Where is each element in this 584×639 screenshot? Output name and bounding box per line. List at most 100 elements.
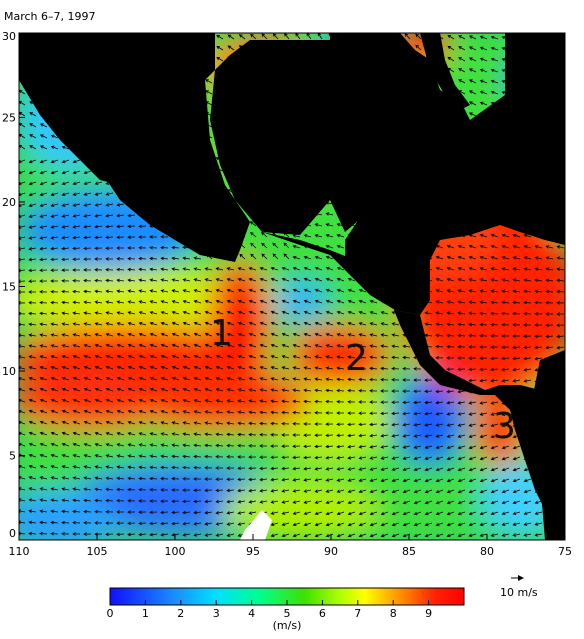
wind-vector bbox=[39, 214, 48, 218]
wind-vector bbox=[127, 224, 136, 229]
wind-vector bbox=[490, 423, 499, 427]
wind-vector bbox=[127, 387, 136, 392]
wind-vector bbox=[72, 420, 81, 425]
wind-vector bbox=[479, 101, 488, 106]
wind-vector bbox=[380, 389, 388, 393]
wind-vector bbox=[94, 333, 103, 337]
wind-vector bbox=[193, 343, 202, 348]
wind-vector bbox=[193, 521, 202, 526]
wind-vector bbox=[347, 489, 356, 493]
wind-vector bbox=[94, 498, 103, 503]
wind-vector bbox=[501, 278, 510, 282]
wind-vector bbox=[435, 489, 444, 494]
wind-vector bbox=[380, 333, 389, 337]
wind-vector bbox=[479, 334, 488, 338]
wind-vector bbox=[347, 388, 356, 393]
wind-vector bbox=[83, 465, 92, 469]
wind-vector bbox=[556, 345, 565, 350]
wind-vector bbox=[292, 377, 301, 381]
wind-vector bbox=[237, 377, 246, 381]
wind-vector bbox=[94, 343, 103, 348]
wind-vector bbox=[28, 170, 37, 175]
wind-vector bbox=[28, 376, 37, 381]
wind-vector bbox=[281, 421, 290, 426]
wind-vector bbox=[182, 387, 191, 392]
wind-vector bbox=[468, 412, 477, 416]
wind-vector bbox=[127, 532, 136, 537]
wind-vector bbox=[336, 489, 345, 493]
wind-vector bbox=[204, 488, 213, 493]
wind-vector bbox=[72, 376, 81, 381]
wind-vector bbox=[424, 522, 433, 527]
wind-vector bbox=[479, 35, 488, 40]
wind-vector bbox=[512, 478, 521, 483]
wind-vector bbox=[358, 288, 367, 293]
wind-vector bbox=[479, 533, 488, 537]
wind-vector bbox=[160, 235, 169, 239]
wind-vector bbox=[446, 412, 455, 416]
wind-vector bbox=[358, 489, 367, 494]
wind-vector bbox=[556, 301, 565, 305]
wind-vector bbox=[204, 443, 213, 448]
wind-vector bbox=[193, 289, 202, 293]
wind-vector bbox=[83, 181, 92, 185]
wind-vector bbox=[237, 443, 246, 448]
wind-vector bbox=[468, 311, 477, 316]
wind-vector bbox=[39, 311, 48, 316]
wind-vector bbox=[127, 300, 136, 304]
wind-vector bbox=[303, 344, 312, 348]
wind-vector bbox=[501, 489, 510, 494]
wind-vector bbox=[523, 356, 532, 361]
wind-vector bbox=[259, 388, 268, 392]
wind-vector bbox=[182, 465, 191, 470]
wind-vector bbox=[160, 321, 169, 326]
wind-vector bbox=[457, 300, 466, 304]
wind-vector bbox=[116, 420, 125, 425]
wind-vector bbox=[193, 365, 202, 370]
wind-vector bbox=[39, 355, 48, 359]
wind-vector bbox=[303, 466, 312, 471]
wind-vector bbox=[556, 267, 565, 272]
wind-vector bbox=[50, 181, 59, 186]
wind-vector bbox=[61, 214, 70, 218]
wind-vector bbox=[347, 411, 356, 415]
wind-vector bbox=[468, 533, 477, 537]
wind-vector bbox=[116, 246, 124, 250]
wind-vector bbox=[347, 322, 356, 326]
wind-vector bbox=[116, 289, 125, 294]
wind-vector bbox=[347, 377, 356, 382]
wind-vector bbox=[261, 231, 268, 238]
wind-vector bbox=[380, 522, 389, 527]
wind-vector bbox=[435, 266, 444, 271]
wind-vector bbox=[292, 277, 301, 282]
wind-vector bbox=[116, 398, 125, 403]
wind-vector bbox=[259, 421, 268, 426]
wind-vector bbox=[292, 455, 301, 460]
wind-vector bbox=[105, 398, 114, 403]
wind-vector bbox=[501, 378, 510, 383]
wind-vector bbox=[138, 365, 147, 370]
wind-vector bbox=[50, 465, 59, 469]
wind-vector bbox=[325, 399, 334, 404]
wind-vector bbox=[281, 299, 290, 304]
wind-vector bbox=[72, 214, 81, 218]
wind-vector bbox=[105, 476, 114, 481]
wind-vector bbox=[347, 344, 356, 348]
wind-vector bbox=[39, 520, 48, 525]
wind-vector bbox=[259, 366, 268, 370]
wind-vector bbox=[336, 366, 345, 371]
wind-vector bbox=[28, 214, 37, 218]
wind-vector bbox=[50, 257, 59, 262]
wind-vector bbox=[512, 533, 521, 537]
wind-vector bbox=[402, 456, 411, 460]
wind-vector bbox=[479, 244, 488, 249]
wind-vector bbox=[325, 533, 334, 538]
wind-vector bbox=[72, 442, 81, 447]
wind-vector bbox=[556, 323, 565, 328]
wind-vector bbox=[105, 454, 114, 458]
wind-vector bbox=[215, 388, 224, 392]
wind-vector bbox=[61, 365, 70, 370]
wind-vector bbox=[94, 246, 103, 251]
wind-vector bbox=[50, 387, 59, 392]
wind-vector bbox=[226, 466, 235, 470]
